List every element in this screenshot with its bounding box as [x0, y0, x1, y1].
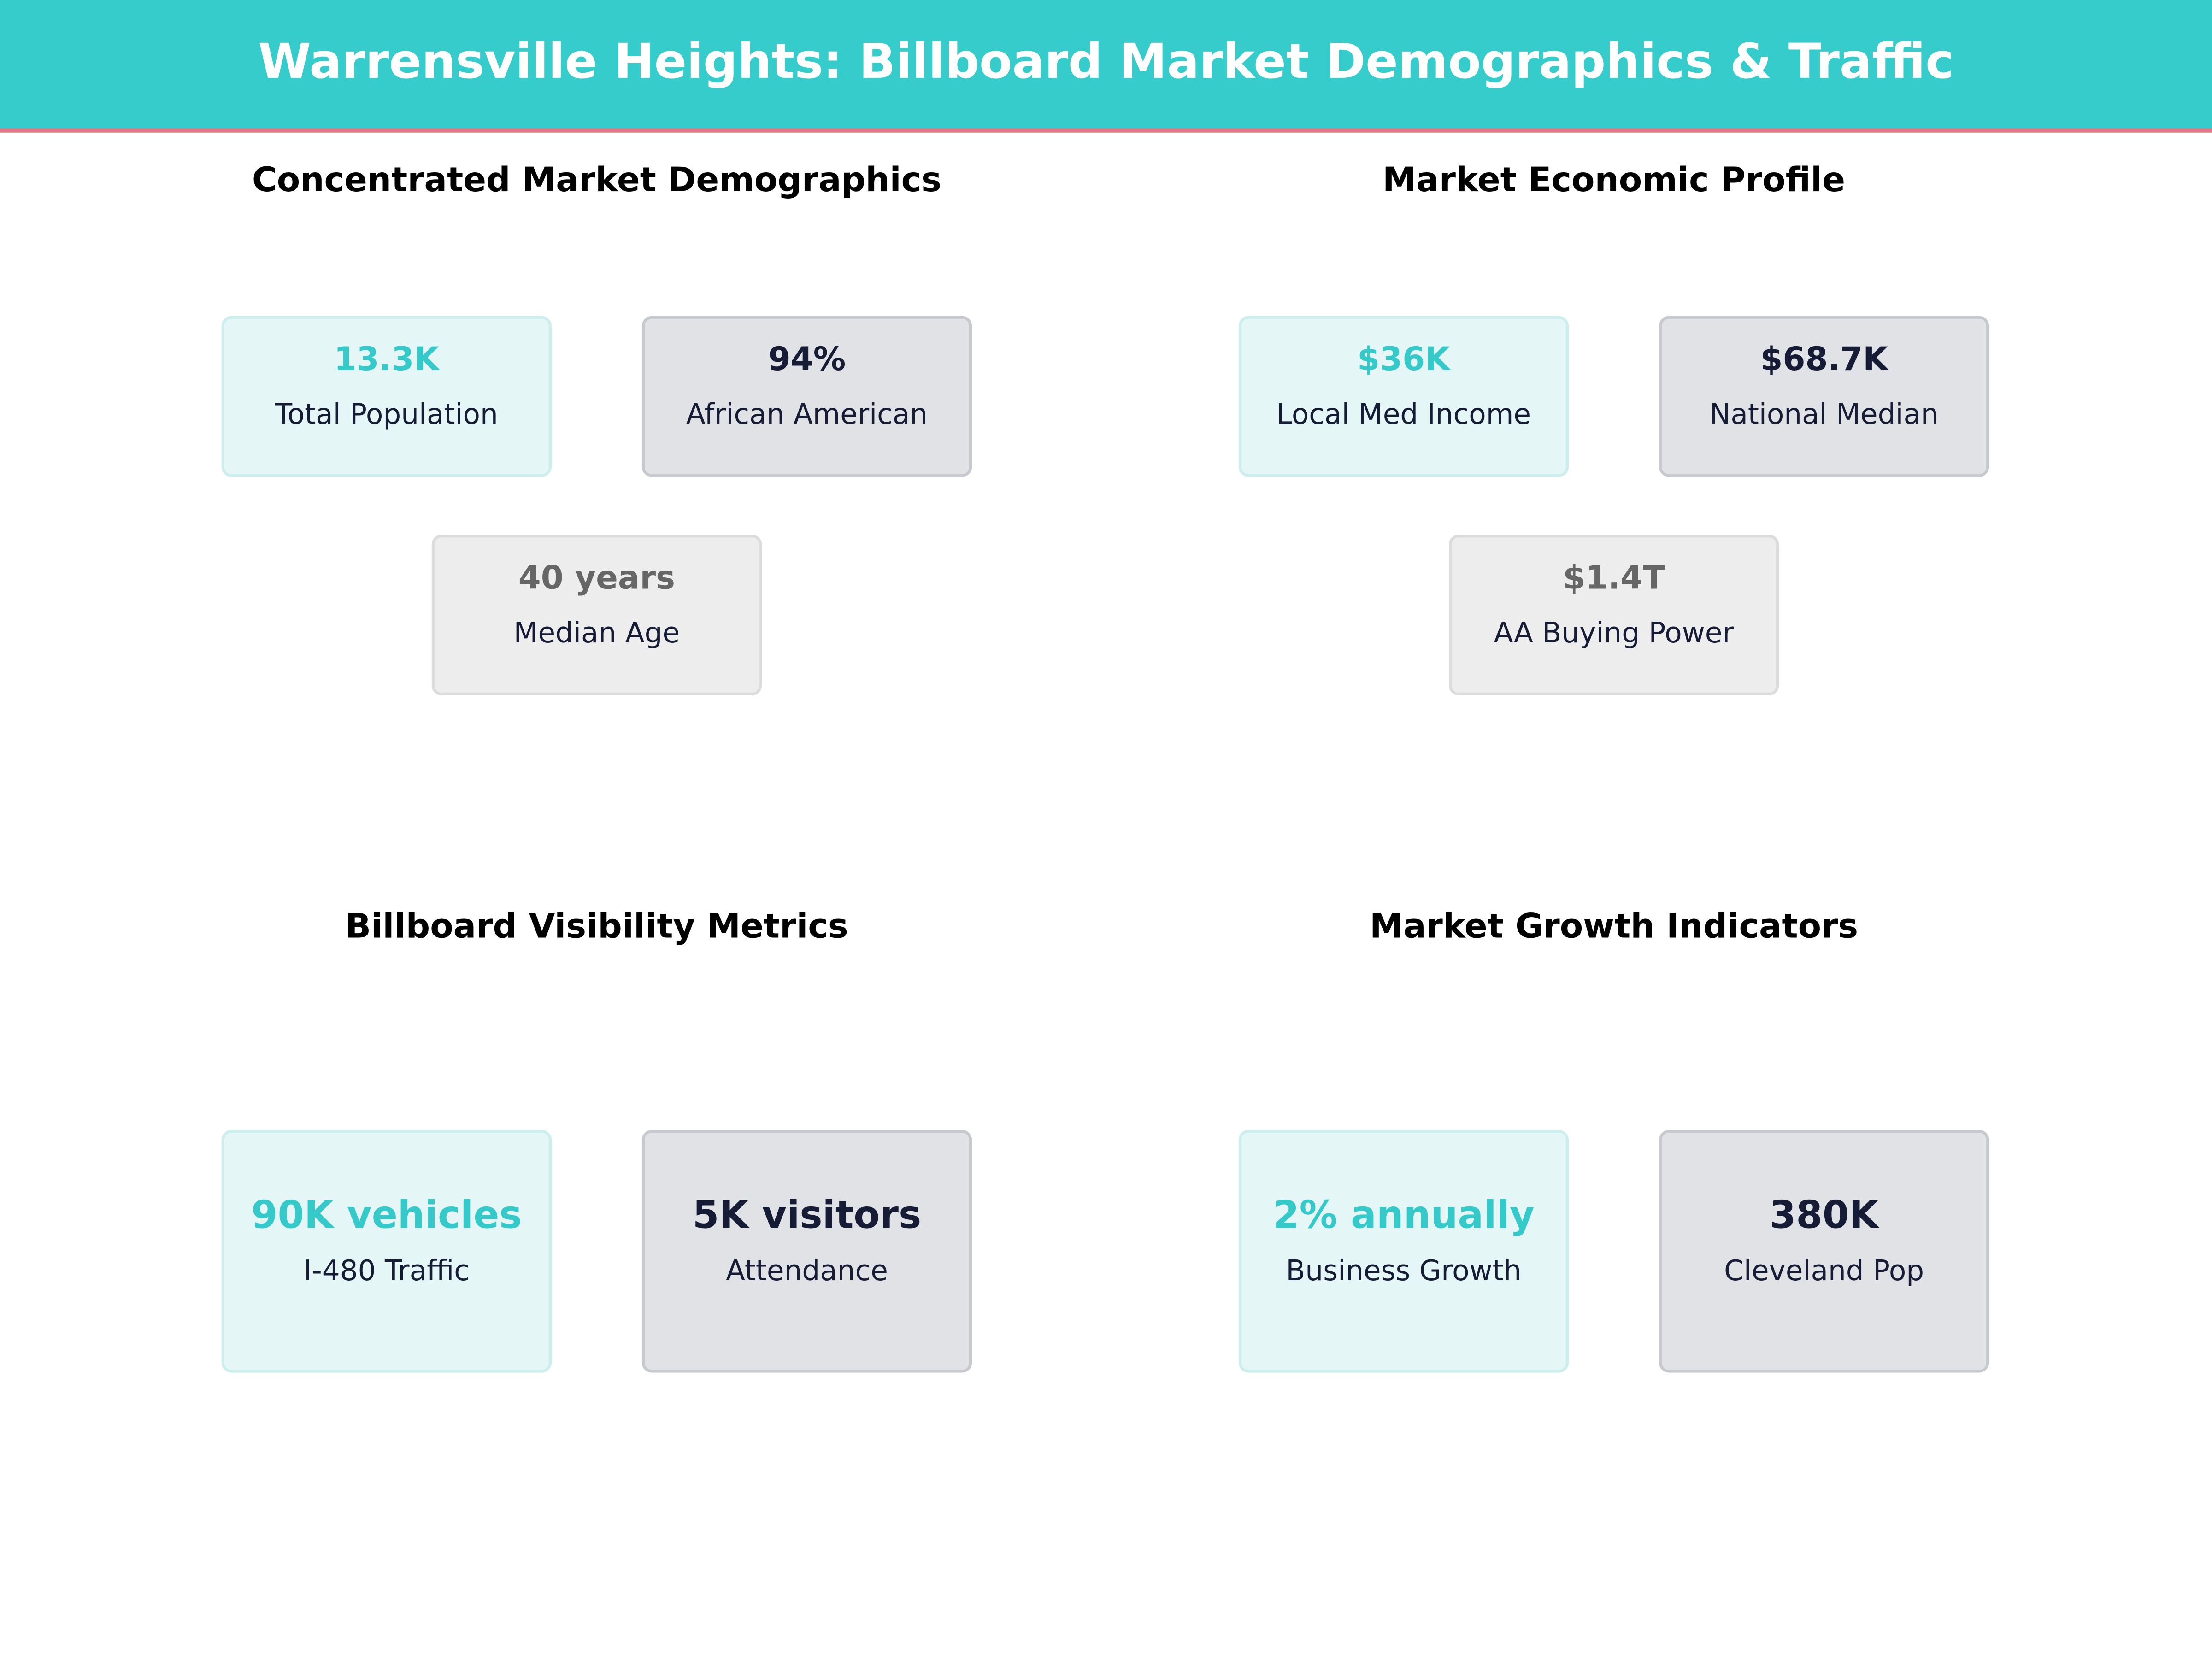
metric-card: [221, 1130, 552, 1373]
panel-title: Market Growth Indicators: [1370, 906, 1858, 946]
metric-value: 90K vehicles: [251, 1193, 522, 1237]
metric-value: 2% annually: [1273, 1193, 1535, 1237]
metric-card: [1659, 1130, 1989, 1373]
metric-value: $1.4T: [1563, 559, 1665, 597]
metric-card: [221, 316, 552, 477]
metric-value: 380K: [1770, 1193, 1880, 1237]
metric-label: Cleveland Pop: [1724, 1254, 1924, 1287]
metric-label: I-480 Traffic: [304, 1254, 470, 1287]
metric-card: [431, 535, 762, 696]
metric-label: Median Age: [514, 617, 680, 649]
header-bar: [0, 0, 2212, 130]
metric-value: 13.3K: [334, 340, 441, 378]
metric-card: [1448, 535, 1779, 696]
metric-label: African American: [686, 398, 928, 431]
metric-value: $36K: [1357, 340, 1451, 378]
metric-card: [1238, 316, 1569, 477]
metric-card: [1659, 316, 1989, 477]
metric-label: Total Population: [275, 398, 498, 431]
metric-card: [1238, 1130, 1569, 1373]
page-title: Warrensville Heights: Billboard Market D…: [258, 33, 1954, 89]
metric-value: 94%: [768, 340, 846, 378]
metric-card: [641, 1130, 972, 1373]
metric-value: $68.7K: [1760, 340, 1889, 378]
panel-title: Market Economic Profile: [1382, 160, 1845, 200]
metric-card: [641, 316, 972, 477]
metric-label: Business Growth: [1286, 1254, 1521, 1287]
metric-label: National Median: [1710, 398, 1939, 431]
metric-label: Attendance: [726, 1254, 888, 1287]
metric-value: 40 years: [518, 559, 675, 597]
header-rule: [0, 128, 2212, 133]
metric-label: AA Buying Power: [1494, 617, 1734, 649]
panel-title: Billboard Visibility Metrics: [345, 906, 848, 946]
panel-title: Concentrated Market Demographics: [252, 160, 941, 200]
metric-label: Local Med Income: [1277, 398, 1531, 431]
metric-value: 5K visitors: [693, 1193, 921, 1237]
